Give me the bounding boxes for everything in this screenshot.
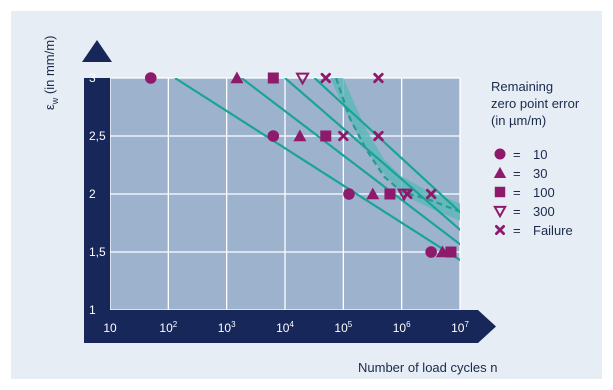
legend-title-line-1: Remaining [491,79,553,94]
legend: Remaining zero point error (in µm/m) = 10… [491,79,580,238]
trend-line-4 [313,78,460,214]
failure-band-center-line [335,78,460,213]
legend-equals: = [513,166,521,181]
x-tick-label: 10 [103,321,117,335]
legend-title-line-2: zero point error [491,96,580,111]
trend-line-3 [284,78,460,232]
y-tick-label: 1,5 [89,245,106,259]
legend-marker-circle [494,148,506,160]
data-point-square [445,246,457,258]
data-point-triangle [293,129,307,142]
x-axis-title: Number of load cycles n [358,360,497,375]
y-axis-title: εw (in mm/m) [42,36,60,110]
y-tick-label: 2,5 [89,129,106,143]
y-tick-labels: 1 1,5 2 2,5 3 [89,71,106,317]
data-point-square [384,188,396,200]
data-point-cross [338,130,349,142]
legend-label: 30 [533,166,547,181]
legend-label: 100 [533,185,555,200]
data-point-circle [144,72,157,84]
legend-equals: = [513,223,521,238]
x-tick-labels: 10 102 103 104 105 106 107 [103,320,469,335]
x-tick-label: 103 [218,320,236,335]
legend-label: 10 [533,147,547,162]
y-tick-label: 3 [89,71,96,85]
legend-title-line-3: (in µm/m) [491,113,546,128]
x-tick-label: 107 [451,320,469,335]
data-point-cross [320,72,331,84]
trend-line-1 [174,78,460,262]
y-axis-arrow [82,40,112,62]
legend-equals: = [513,147,521,162]
legend-label: Failure [533,223,573,238]
data-point-circle [267,130,280,142]
axes [82,40,496,343]
y-axis-title-sub: w [50,97,60,105]
data-point-triangle-down-open [295,72,310,86]
data-point-cross [373,72,384,84]
data-point-cross [402,188,413,200]
data-point-square [320,130,332,142]
data-point-cross [425,188,437,200]
legend-label: 300 [533,204,555,219]
legend-marker-square [494,186,506,198]
legend-marker-triangle [493,166,507,178]
x-tick-label: 104 [276,320,294,335]
legend-marker-cross [494,224,506,236]
y-axis-title-main: ε [42,104,57,110]
x-tick-label: 102 [159,320,177,335]
y-tick-label: 2 [89,187,96,201]
data-point-cross [373,130,384,142]
data-markers [144,71,457,258]
y-axis-bar [84,78,110,325]
y-axis-title-rest: (in mm/m) [42,36,57,98]
y-tick-label: 1 [89,303,96,317]
legend-items: = 10 = 30 = 100 = 300 = Failure [493,147,573,238]
x-tick-label: 105 [334,320,352,335]
data-point-triangle [366,187,380,200]
x-axis-bar [84,310,478,343]
x-tick-label: 106 [393,320,411,335]
failure-band [330,78,460,221]
trend-lines [174,78,460,262]
data-point-circle [425,246,437,258]
trend-line-2 [240,78,460,246]
legend-equals: = [513,185,521,200]
data-point-triangle [230,71,244,84]
data-point-square [267,72,279,84]
legend-marker-triangle-down-open [493,205,507,219]
x-axis-arrow [478,310,496,343]
legend-equals: = [513,204,521,219]
data-point-circle [343,188,355,200]
